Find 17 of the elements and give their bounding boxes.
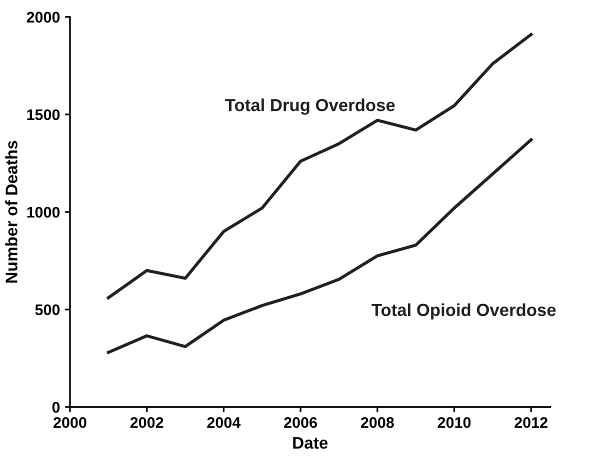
x-tick-label: 2012 (514, 417, 548, 428)
series-label: Total Drug Overdose (225, 98, 395, 115)
x-tick-label: 2010 (438, 417, 471, 428)
x-tick-label: 2000 (54, 417, 86, 428)
x-tick-label: 2004 (207, 417, 241, 428)
text: Total Opioid Overdose (372, 303, 556, 320)
y-tick-label: 0 (52, 402, 60, 413)
y-axis-title: Number of Deaths (5, 140, 18, 283)
x-axis-title: Date (293, 437, 328, 449)
y-tick-label: 1000 (27, 206, 60, 218)
y-tick-label: 2000 (26, 12, 60, 23)
x-tick-label: 2006 (284, 417, 317, 428)
line-series (106, 32, 533, 300)
y-tick-label: 500 (35, 304, 60, 316)
x-tick-label: 2008 (360, 417, 394, 428)
x-tick-label: 2002 (130, 417, 164, 428)
y-tick-label: 1500 (27, 109, 60, 120)
